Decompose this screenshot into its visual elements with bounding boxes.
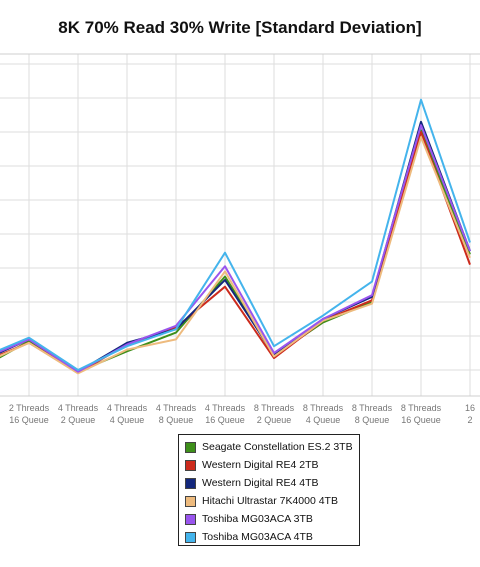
chart-legend: Seagate Constellation ES.2 3TB Western Di… [178, 434, 360, 546]
legend-label: Seagate Constellation ES.2 3TB [202, 441, 353, 453]
x-tick-label: 4 Threads 16 Queue [205, 403, 246, 425]
legend-item: Western Digital RE4 2TB [185, 456, 359, 474]
x-tick-label: 8 Threads 8 Queue [352, 403, 393, 425]
legend-swatch [185, 477, 196, 489]
legend-label: Western Digital RE4 2TB [202, 459, 319, 471]
series-line-1 [0, 129, 471, 373]
series-line-5 [0, 124, 471, 373]
x-tick-label: 4 Threads 2 Queue [58, 403, 99, 425]
legend-item: Seagate Constellation ES.2 3TB [185, 438, 359, 456]
x-tick-label: 16 2 [465, 403, 475, 425]
legend-label: Western Digital RE4 4TB [202, 477, 319, 489]
legend-swatch [185, 459, 196, 471]
legend-swatch [185, 513, 196, 525]
legend-swatch [185, 531, 196, 543]
series-line-2 [0, 131, 471, 374]
x-tick-label: 4 Threads 8 Queue [156, 403, 197, 425]
x-tick-label: 4 Threads 4 Queue [107, 403, 148, 425]
x-tick-label: 8 Threads 16 Queue [401, 403, 442, 425]
legend-item: Western Digital RE4 4TB [185, 474, 359, 492]
x-tick-label: 8 Threads 4 Queue [303, 403, 344, 425]
chart-title: 8K 70% Read 30% Write [Standard Deviatio… [58, 18, 422, 37]
series-line-6 [0, 98, 471, 371]
legend-label: Toshiba MG03ACA 4TB [202, 531, 313, 543]
legend-item: Toshiba MG03ACA 3TB [185, 510, 359, 528]
gridlines [0, 53, 480, 397]
legend-label: Hitachi Ultrastar 7K4000 4TB [202, 495, 338, 507]
x-tick-label: 8 Threads 2 Queue [254, 403, 295, 425]
series-line-3 [0, 120, 471, 373]
legend-label: Toshiba MG03ACA 3TB [202, 513, 313, 525]
legend-item: Hitachi Ultrastar 7K4000 4TB [185, 492, 359, 510]
legend-swatch [185, 441, 196, 453]
legend-item: Toshiba MG03ACA 4TB [185, 528, 359, 546]
legend-swatch [185, 495, 196, 507]
series-lines [0, 98, 471, 375]
x-tick-label: 2 Threads 16 Queue [9, 403, 50, 425]
series-line-4 [0, 136, 471, 375]
